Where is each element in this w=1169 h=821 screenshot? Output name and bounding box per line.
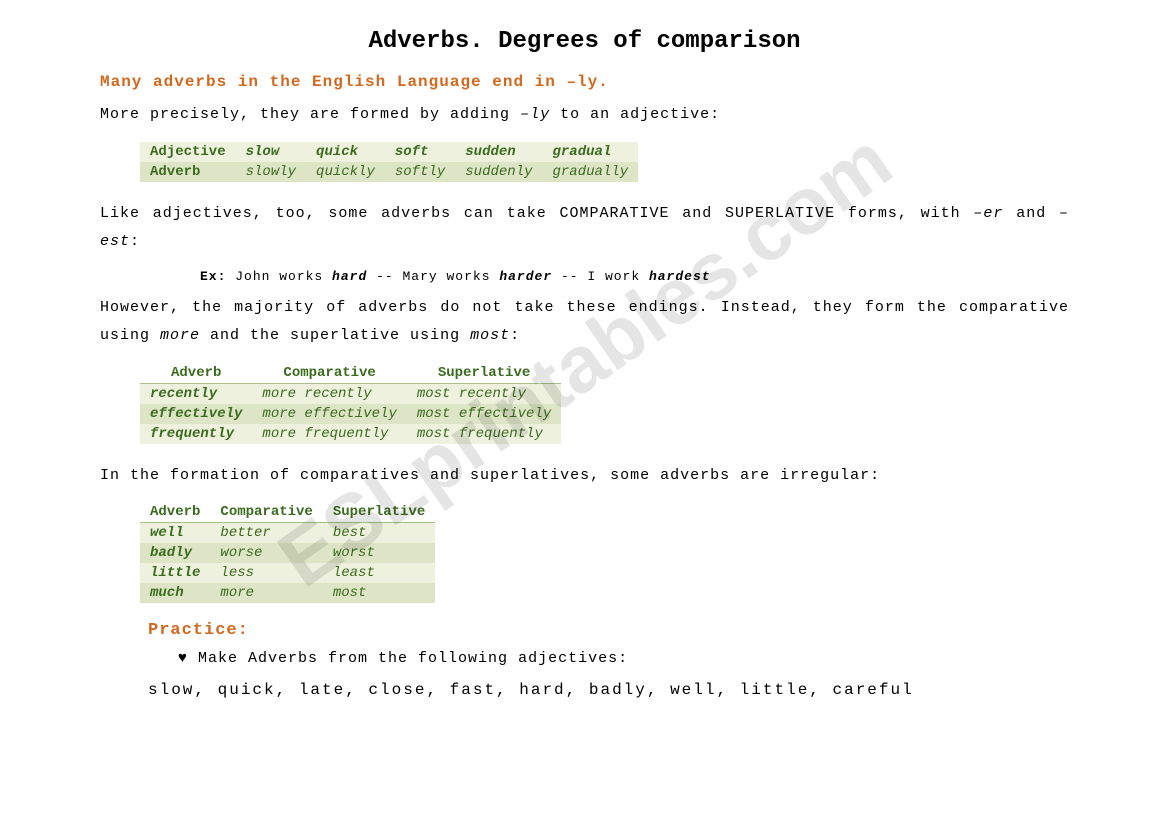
irregular-table: Adverb Comparative Superlative well bett… xyxy=(140,502,435,603)
example-w2: harder xyxy=(499,269,552,284)
example-sep2: -- xyxy=(561,269,587,284)
table-cell: most xyxy=(323,583,435,603)
paragraph-more-most: However, the majority of adverbs do not … xyxy=(100,294,1069,351)
table-row: little less least xyxy=(140,563,435,583)
para3-post: : xyxy=(510,327,520,344)
practice-word-list: slow, quick, late, close, fast, hard, ba… xyxy=(148,681,1069,699)
col-header: Comparative xyxy=(210,502,322,523)
example-sep1: -- xyxy=(376,269,402,284)
table-cell: slowly xyxy=(236,162,306,182)
table-cell: most recently xyxy=(407,383,561,404)
col-header: Adverb xyxy=(140,363,252,384)
table-cell: better xyxy=(210,523,322,544)
para3-mid: and the superlative using xyxy=(200,327,470,344)
table-cell: less xyxy=(210,563,322,583)
table-cell: gradual xyxy=(543,142,639,162)
col-header: Superlative xyxy=(323,502,435,523)
table-cell: well xyxy=(140,523,210,544)
table-cell: more xyxy=(210,583,322,603)
table-row: much more most xyxy=(140,583,435,603)
example-p2: Mary works xyxy=(402,269,499,284)
para3-w2: most xyxy=(470,327,510,344)
col-header: Comparative xyxy=(252,363,406,384)
example-w3: hardest xyxy=(649,269,711,284)
table-cell: worse xyxy=(210,543,322,563)
para2-post: : xyxy=(130,233,140,250)
example-line: Ex: John works hard -- Mary works harder… xyxy=(200,269,1129,284)
para3-w1: more xyxy=(160,327,200,344)
table-row: recently more recently most recently xyxy=(140,383,561,404)
intro-pre: More precisely, they are formed by addin… xyxy=(100,106,520,123)
table-row: frequently more frequently most frequent… xyxy=(140,424,561,444)
adjective-adverb-table: Adjective slow quick soft sudden gradual… xyxy=(140,142,638,182)
table-cell: most frequently xyxy=(407,424,561,444)
table-cell: frequently xyxy=(140,424,252,444)
paragraph-irregular: In the formation of comparatives and sup… xyxy=(100,462,1069,491)
table-cell: sudden xyxy=(455,142,542,162)
table-cell: worst xyxy=(323,543,435,563)
col-header: Adverb xyxy=(140,502,210,523)
row-head: Adverb xyxy=(140,162,236,182)
table-cell: soft xyxy=(385,142,455,162)
heart-icon: ♥ xyxy=(178,650,188,667)
table-cell: much xyxy=(140,583,210,603)
table-cell: least xyxy=(323,563,435,583)
table-row: Adjective slow quick soft sudden gradual xyxy=(140,142,638,162)
table-cell: more effectively xyxy=(252,404,406,424)
paragraph-comparative-intro: Like adjectives, too, some adverbs can t… xyxy=(100,200,1069,257)
page-title: Adverbs. Degrees of comparison xyxy=(40,28,1129,55)
practice-instruction: Make Adverbs from the following adjectiv… xyxy=(188,650,628,667)
example-p1: John works xyxy=(235,269,332,284)
table-cell: recently xyxy=(140,383,252,404)
practice-heading: Practice: xyxy=(148,621,1129,640)
table-cell: softly xyxy=(385,162,455,182)
para2-s1: –er xyxy=(973,205,1003,222)
table-cell: suddenly xyxy=(455,162,542,182)
subtitle: Many adverbs in the English Language end… xyxy=(100,73,1069,91)
table-cell: badly xyxy=(140,543,210,563)
row-head: Adjective xyxy=(140,142,236,162)
practice-bullet: ♥ Make Adverbs from the following adject… xyxy=(178,650,1129,667)
table-cell: more frequently xyxy=(252,424,406,444)
table-cell: slow xyxy=(236,142,306,162)
table-cell: most effectively xyxy=(407,404,561,424)
table-cell: little xyxy=(140,563,210,583)
table-cell: best xyxy=(323,523,435,544)
table-cell: quick xyxy=(306,142,385,162)
table-cell: more recently xyxy=(252,383,406,404)
intro-paragraph: More precisely, they are formed by addin… xyxy=(100,101,1069,130)
table-cell: effectively xyxy=(140,404,252,424)
para2-mid: and xyxy=(1003,205,1059,222)
example-p3: I work xyxy=(587,269,649,284)
intro-suffix: –ly xyxy=(520,106,550,123)
table-row: Adverb slowly quickly softly suddenly gr… xyxy=(140,162,638,182)
table-header-row: Adverb Comparative Superlative xyxy=(140,363,561,384)
table-cell: quickly xyxy=(306,162,385,182)
table-row: effectively more effectively most effect… xyxy=(140,404,561,424)
example-label: Ex: xyxy=(200,269,235,284)
col-header: Superlative xyxy=(407,363,561,384)
table-row: badly worse worst xyxy=(140,543,435,563)
more-most-table: Adverb Comparative Superlative recently … xyxy=(140,363,561,444)
table-header-row: Adverb Comparative Superlative xyxy=(140,502,435,523)
table-row: well better best xyxy=(140,523,435,544)
para2-pre: Like adjectives, too, some adverbs can t… xyxy=(100,205,973,222)
example-w1: hard xyxy=(332,269,367,284)
intro-post: to an adjective: xyxy=(550,106,720,123)
table-cell: gradually xyxy=(543,162,639,182)
